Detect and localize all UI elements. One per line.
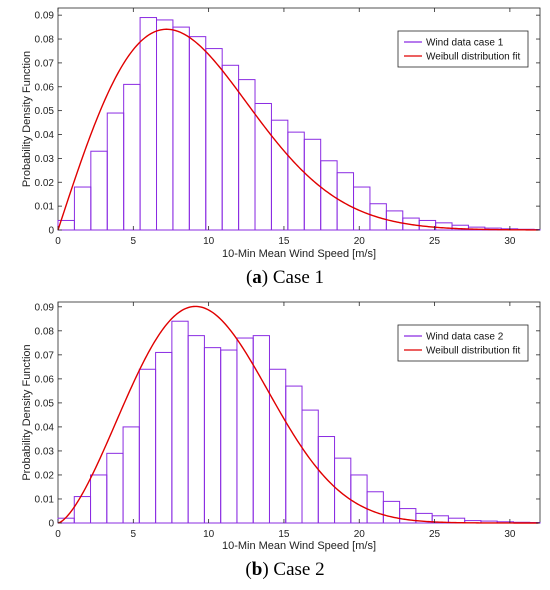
y-tick-label: 0.02 <box>35 178 55 189</box>
y-tick-label: 0.04 <box>35 422 55 433</box>
y-tick-label: 0.03 <box>35 154 55 165</box>
y-tick-label: 0.06 <box>35 374 55 385</box>
x-axis-label: 10-Min Mean Wind Speed [m/s] <box>222 540 376 552</box>
x-tick-label: 5 <box>131 529 137 540</box>
y-tick-label: 0 <box>48 226 54 237</box>
y-tick-label: 0 <box>48 519 54 530</box>
y-tick-label: 0.06 <box>35 82 55 93</box>
x-axis-label: 10-Min Mean Wind Speed [m/s] <box>222 248 376 260</box>
x-tick-label: 20 <box>354 236 366 247</box>
legend-entry-label: Wind data case 2 <box>426 332 504 343</box>
x-tick-label: 15 <box>278 236 290 247</box>
x-tick-label: 20 <box>354 529 366 540</box>
x-tick-label: 0 <box>55 529 61 540</box>
panel-caption: (b) Case 2 <box>245 559 324 580</box>
y-tick-label: 0.05 <box>35 106 55 117</box>
y-tick-label: 0.05 <box>35 398 55 409</box>
y-tick-label: 0.01 <box>35 494 55 505</box>
y-tick-label: 0.07 <box>35 58 55 69</box>
x-tick-label: 30 <box>504 529 516 540</box>
legend: Wind data case 2 Weibull distribution fit <box>398 325 528 361</box>
y-axis-label: Probability Density Function <box>21 51 33 187</box>
legend: Wind data case 1 Weibull distribution fit <box>398 31 528 67</box>
y-axis-label: Probability Density Function <box>21 344 33 480</box>
legend-entry-label: Weibull distribution fit <box>426 346 521 357</box>
y-tick-label: 0.01 <box>35 202 55 213</box>
chart-panel-1: 0 5 10 15 20 25 30 0 0.01 0.02 0.03 0.04 0.05 0.06 0.0… <box>21 8 540 288</box>
y-tick-label: 0.08 <box>35 326 55 337</box>
y-tick-label: 0.07 <box>35 350 55 361</box>
x-tick-label: 15 <box>278 529 290 540</box>
chart-panel-2: 0 5 10 15 20 25 30 0 0.01 0.02 0.03 0.04 0.05 0.06 0.0… <box>21 302 540 580</box>
y-tick-label: 0.02 <box>35 470 55 481</box>
x-tick-label: 25 <box>429 236 441 247</box>
y-tick-label: 0.09 <box>35 302 55 313</box>
y-tick-label: 0.09 <box>35 11 55 22</box>
x-tick-label: 10 <box>203 236 215 247</box>
y-tick-label: 0.03 <box>35 446 55 457</box>
y-tick-label: 0.08 <box>35 35 55 46</box>
x-tick-label: 0 <box>55 236 61 247</box>
x-tick-label: 30 <box>504 236 516 247</box>
x-tick-label: 10 <box>203 529 215 540</box>
x-tick-label: 5 <box>131 236 137 247</box>
legend-entry-label: Wind data case 1 <box>426 38 504 49</box>
legend-entry-label: Weibull distribution fit <box>426 52 521 63</box>
y-tick-label: 0.04 <box>35 130 55 141</box>
x-tick-label: 25 <box>429 529 441 540</box>
panel-caption: (a) Case 1 <box>246 267 324 288</box>
